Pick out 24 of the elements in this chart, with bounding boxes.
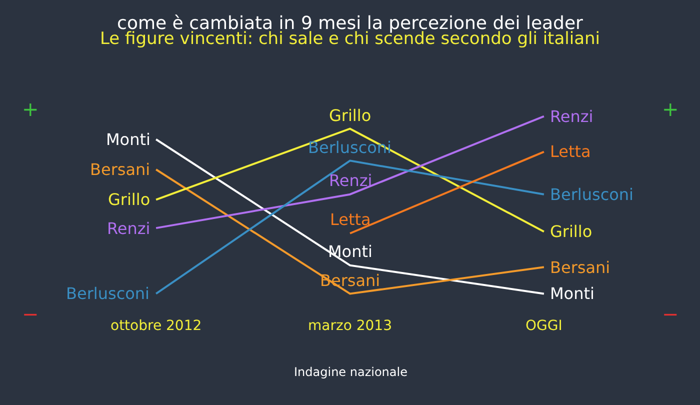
text: Bersani (550, 258, 610, 277)
text: Letta (550, 142, 591, 161)
text: Renzi (550, 107, 594, 126)
text: − (22, 302, 39, 326)
x-tick-label: ottobre 2012 (110, 318, 202, 334)
text: + (662, 97, 679, 121)
text: − (662, 302, 679, 326)
series-label: Letta (330, 210, 371, 229)
text: Grillo (329, 106, 372, 125)
text: Bersani (90, 160, 150, 179)
text: Indagine nazionale (294, 365, 408, 379)
text: Grillo (550, 222, 592, 241)
x-tick-label: marzo 2013 (308, 318, 392, 334)
text: Berlusconi (308, 138, 392, 157)
text: Monti (550, 284, 594, 303)
series-label: Renzi (329, 171, 372, 190)
text: + (22, 97, 39, 121)
x-tick-label: OGGI (526, 318, 562, 334)
series-label: Monti (328, 242, 372, 261)
text: Monti (106, 130, 150, 149)
series-label: Berlusconi (550, 185, 634, 204)
text: Renzi (107, 219, 150, 238)
text: Berlusconi (66, 284, 150, 303)
series-label: Grillo (108, 190, 150, 209)
